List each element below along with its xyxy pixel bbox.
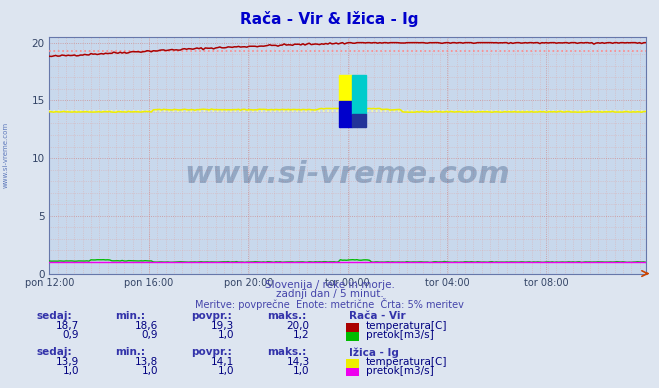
- Text: min.:: min.:: [115, 347, 146, 357]
- Text: Ižica - Ig: Ižica - Ig: [349, 347, 399, 358]
- Text: 1,0: 1,0: [142, 366, 158, 376]
- Text: Rača - Vir & Ižica - Ig: Rača - Vir & Ižica - Ig: [241, 11, 418, 27]
- Text: 19,3: 19,3: [211, 321, 234, 331]
- Text: 1,0: 1,0: [217, 330, 234, 340]
- Text: 18,7: 18,7: [56, 321, 79, 331]
- Text: povpr.:: povpr.:: [191, 347, 232, 357]
- Text: min.:: min.:: [115, 311, 146, 321]
- Bar: [339, 75, 351, 101]
- Text: Meritve: povprečne  Enote: metrične  Črta: 5% meritev: Meritve: povprečne Enote: metrične Črta:…: [195, 298, 464, 310]
- Text: www.si-vreme.com: www.si-vreme.com: [2, 122, 9, 188]
- Text: maks.:: maks.:: [267, 311, 306, 321]
- Text: Slovenija / reke in morje.: Slovenija / reke in morje.: [264, 280, 395, 290]
- Text: temperatura[C]: temperatura[C]: [366, 357, 447, 367]
- Bar: [352, 114, 366, 127]
- Text: 13,9: 13,9: [56, 357, 79, 367]
- Text: 13,8: 13,8: [135, 357, 158, 367]
- Text: maks.:: maks.:: [267, 347, 306, 357]
- Text: Rača - Vir: Rača - Vir: [349, 311, 406, 321]
- Text: 1,0: 1,0: [217, 366, 234, 376]
- Text: sedaj:: sedaj:: [36, 311, 72, 321]
- Text: sedaj:: sedaj:: [36, 347, 72, 357]
- Text: 0,9: 0,9: [63, 330, 79, 340]
- Text: 14,1: 14,1: [211, 357, 234, 367]
- Text: 1,0: 1,0: [63, 366, 79, 376]
- Bar: [352, 75, 366, 114]
- Text: 1,2: 1,2: [293, 330, 310, 340]
- Bar: [339, 101, 351, 127]
- Text: zadnji dan / 5 minut.: zadnji dan / 5 minut.: [275, 289, 384, 299]
- Text: 18,6: 18,6: [135, 321, 158, 331]
- Text: 14,3: 14,3: [287, 357, 310, 367]
- Text: pretok[m3/s]: pretok[m3/s]: [366, 366, 434, 376]
- Text: temperatura[C]: temperatura[C]: [366, 321, 447, 331]
- Text: 0,9: 0,9: [142, 330, 158, 340]
- Text: povpr.:: povpr.:: [191, 311, 232, 321]
- Text: www.si-vreme.com: www.si-vreme.com: [185, 159, 511, 189]
- Text: 20,0: 20,0: [287, 321, 310, 331]
- Text: 1,0: 1,0: [293, 366, 310, 376]
- Text: pretok[m3/s]: pretok[m3/s]: [366, 330, 434, 340]
